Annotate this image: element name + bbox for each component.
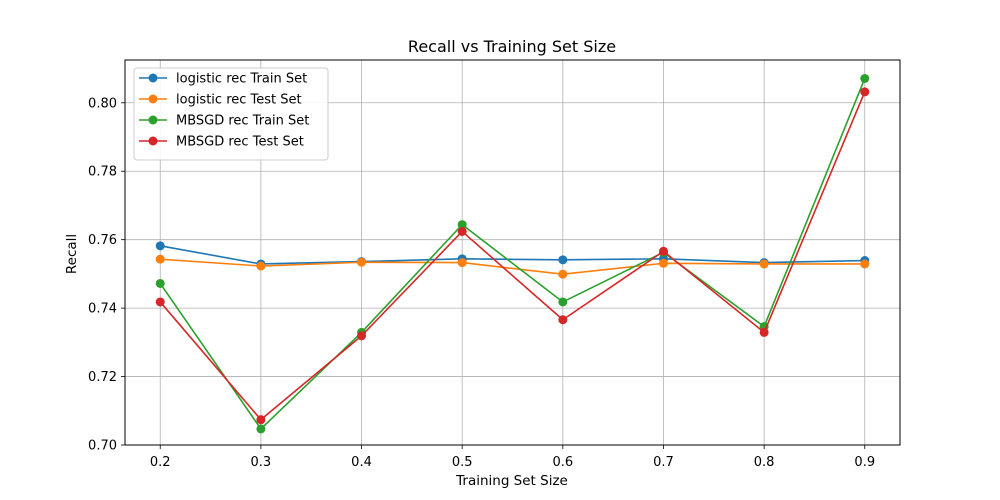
series-line [159, 78, 866, 430]
legend-item: MBSGD rec Test Set [139, 135, 304, 150]
legend-box [133, 67, 329, 161]
data-point [155, 278, 165, 288]
data-point [558, 315, 568, 325]
data-point [860, 73, 870, 83]
legend-label: logistic rec Train Set [176, 72, 307, 87]
data-point [558, 297, 568, 307]
data-point [357, 257, 367, 267]
data-point [155, 241, 165, 251]
series-line [160, 258, 865, 276]
legend-label: logistic rec Test Set [176, 93, 302, 108]
data-point [256, 415, 266, 425]
x-tick-label: 0.2 [150, 455, 171, 470]
legend-item: MBSGD rec Train Set [139, 114, 309, 129]
data-point [457, 226, 467, 236]
data-point [256, 261, 266, 271]
data-point [457, 220, 467, 230]
series-2 [155, 254, 870, 279]
x-tick-label: 0.9 [854, 455, 875, 470]
data-point [658, 258, 668, 268]
series-lines [155, 73, 870, 434]
legend-item: logistic rec Test Set [139, 93, 302, 108]
legend-swatch-marker [148, 115, 158, 125]
y-tick-label: 0.74 [88, 302, 117, 317]
y-tick-label: 0.80 [88, 96, 117, 111]
data-point [759, 259, 769, 269]
chart-title: Recall vs Training Set Size [408, 37, 616, 56]
data-point [155, 254, 165, 264]
y-tick-label: 0.76 [88, 233, 117, 248]
data-point [558, 255, 568, 265]
data-point [658, 246, 668, 256]
y-axis-label: Recall [64, 234, 80, 274]
x-tick-label: 0.8 [754, 455, 775, 470]
data-point [860, 87, 870, 97]
data-point [860, 259, 870, 269]
legend-label: MBSGD rec Test Set [176, 135, 304, 150]
legend-item: logistic rec Train Set [139, 72, 307, 87]
x-tick-label: 0.5 [452, 455, 473, 470]
data-point [457, 258, 467, 268]
x-axis-label: Training Set Size [455, 473, 568, 489]
y-tick-label: 0.72 [88, 370, 117, 385]
data-point [558, 269, 568, 279]
legend-swatch-marker [148, 73, 158, 83]
series-line [159, 91, 866, 421]
legend-swatch-marker [148, 94, 158, 104]
y-tick-label: 0.78 [88, 165, 117, 180]
y-tick-label: 0.70 [88, 439, 117, 454]
data-point [155, 297, 165, 307]
x-tick-label: 0.4 [351, 455, 372, 470]
data-point [357, 331, 367, 341]
legend-swatch-marker [148, 136, 158, 146]
legend-label: MBSGD rec Train Set [176, 114, 309, 129]
series-4 [155, 87, 870, 425]
x-tick-label: 0.6 [552, 455, 573, 470]
axis-ticks: 0.2 0.3 0.4 0.5 0.6 0.7 0.8 0.9 0.70 0.72 0.74 0.76… [88, 96, 875, 470]
x-tick-label: 0.7 [653, 455, 674, 470]
data-point [256, 424, 266, 434]
plot-frame [124, 59, 901, 446]
legend: logistic rec Train Set logistic rec Test … [133, 67, 329, 161]
x-tick-label: 0.3 [251, 455, 272, 470]
data-point [759, 327, 769, 337]
series-line [160, 245, 865, 265]
